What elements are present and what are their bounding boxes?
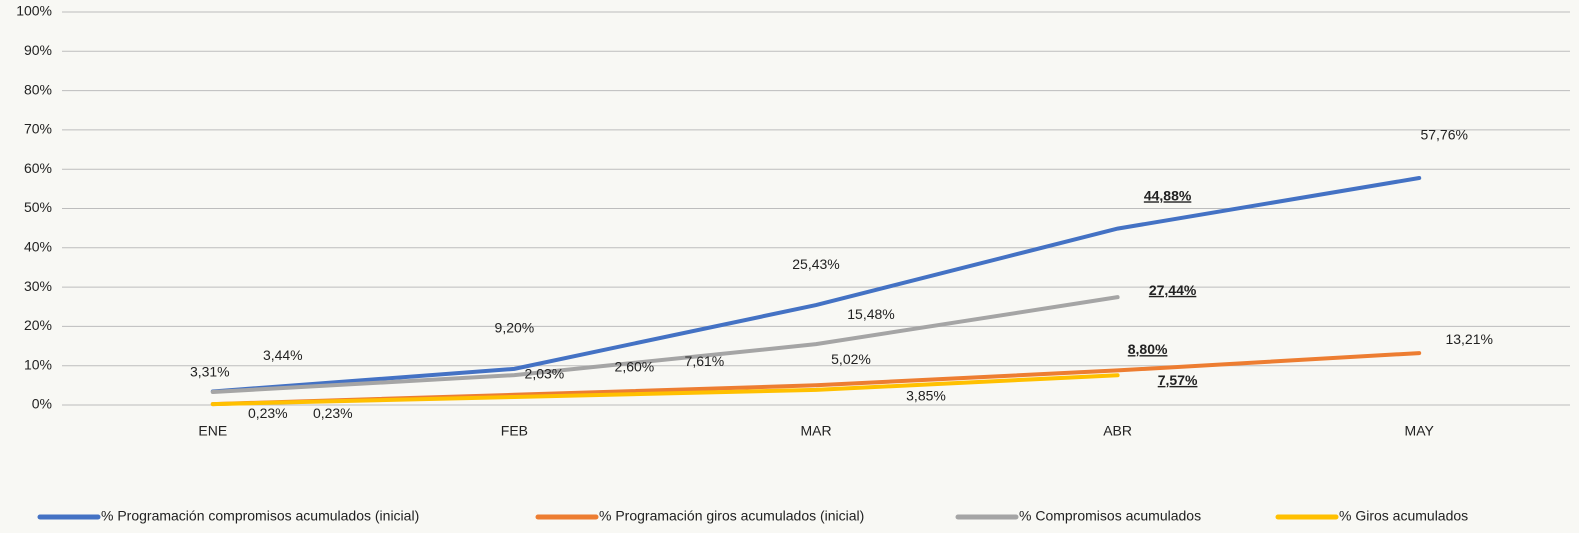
legend-label: % Giros acumulados [1339, 508, 1468, 524]
data-label: 3,85% [906, 388, 946, 404]
data-label: 7,57% [1158, 372, 1198, 388]
data-label: 0,23% [248, 405, 288, 421]
series-line [210, 295, 1120, 394]
y-tick-label: 90% [24, 42, 52, 58]
legend-item: % Programación giros acumulados (inicial… [535, 508, 864, 524]
legend-item: % Programación compromisos acumulados (i… [37, 508, 419, 524]
legend-label: % Programación compromisos acumulados (i… [101, 508, 419, 524]
data-label: 15,48% [847, 306, 894, 322]
y-tick-label: 0% [32, 396, 52, 412]
data-label: 2,60% [615, 358, 655, 374]
y-tick-label: 20% [24, 317, 52, 333]
data-label: 3,31% [190, 364, 230, 380]
y-tick-label: 10% [24, 356, 52, 372]
x-tick-label: MAY [1405, 423, 1435, 439]
data-label: 27,44% [1149, 282, 1197, 298]
y-tick-label: 100% [16, 3, 52, 19]
data-label: 25,43% [792, 256, 839, 272]
data-label: 0,23% [313, 405, 353, 421]
y-tick-label: 50% [24, 199, 52, 215]
x-tick-label: ENE [198, 423, 227, 439]
data-label: 57,76% [1420, 127, 1467, 143]
data-label: 13,21% [1445, 331, 1492, 347]
data-label: 2,03% [525, 366, 565, 382]
x-tick-label: ABR [1103, 423, 1132, 439]
x-tick-label: FEB [501, 423, 528, 439]
data-label: 9,20% [495, 320, 535, 336]
legend-label: % Programación giros acumulados (inicial… [599, 508, 864, 524]
x-tick-label: MAR [800, 423, 831, 439]
data-label: 5,02% [831, 351, 871, 367]
y-tick-label: 80% [24, 81, 52, 97]
data-label: 8,80% [1128, 341, 1168, 357]
data-label: 3,44% [263, 347, 303, 363]
legend-item: % Compromisos acumulados [955, 508, 1201, 524]
legend-item: % Giros acumulados [1275, 508, 1468, 524]
data-label: 7,61% [685, 353, 725, 369]
y-tick-label: 70% [24, 121, 52, 137]
legend-label: % Compromisos acumulados [1019, 508, 1201, 524]
y-tick-label: 40% [24, 239, 52, 255]
data-label: 44,88% [1144, 187, 1192, 203]
series-line [210, 176, 1422, 394]
y-tick-label: 30% [24, 278, 52, 294]
series-line [210, 373, 1120, 407]
y-tick-label: 60% [24, 160, 52, 176]
